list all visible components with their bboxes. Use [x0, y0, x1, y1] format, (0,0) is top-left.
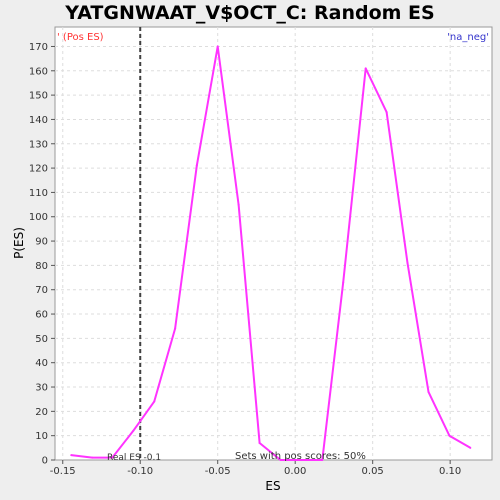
data-point — [279, 459, 282, 461]
data-point — [406, 261, 409, 264]
y-tick-label: 120 — [29, 164, 48, 175]
data-point — [195, 164, 198, 167]
data-point — [469, 446, 472, 449]
data-point — [427, 390, 430, 393]
y-tick-label: 80 — [35, 261, 48, 272]
y-tick-label: 60 — [35, 310, 48, 321]
plot-area — [54, 26, 493, 461]
series-group — [70, 45, 472, 461]
y-axis-label: P(ES) — [12, 227, 26, 259]
data-point — [342, 281, 345, 284]
data-point — [132, 429, 135, 432]
y-tick-label: 170 — [29, 42, 48, 53]
data-point — [237, 203, 240, 206]
neg-es-label: 'na_neg' — [447, 32, 489, 43]
y-axis-ticks: 0 10 20 30 40 50 60 70 80 90 100 110 120 130 140 150 160… — [29, 42, 55, 467]
x-axis-ticks: -0.15 -0.10 -0.05 0.00 0.05 0.10 — [50, 460, 461, 477]
y-tick-label: 40 — [35, 358, 48, 369]
data-point — [364, 67, 367, 70]
y-tick-label: 10 — [35, 431, 48, 442]
data-point — [70, 454, 73, 457]
data-point — [321, 459, 324, 461]
x-tick-label: -0.05 — [205, 466, 231, 477]
y-tick-label: 50 — [35, 334, 48, 345]
y-tick-label: 0 — [42, 456, 48, 467]
x-tick-label: 0.10 — [439, 466, 461, 477]
y-tick-label: 130 — [29, 139, 48, 150]
data-point — [91, 456, 94, 459]
real-es-label: Real ES -0.1 — [107, 453, 161, 463]
y-tick-label: 100 — [29, 212, 48, 223]
data-point — [153, 400, 156, 403]
y-tick-label: 140 — [29, 115, 48, 126]
data-point — [258, 441, 261, 444]
y-tick-label: 30 — [35, 383, 48, 394]
grid-lines — [55, 27, 492, 460]
series-line — [71, 45, 471, 461]
y-tick-label: 20 — [35, 407, 48, 418]
data-point — [111, 456, 114, 459]
data-point — [174, 327, 177, 330]
data-point — [448, 434, 451, 437]
pos-es-label: ' (Pos ES) — [57, 32, 104, 43]
x-tick-label: -0.10 — [127, 466, 153, 477]
x-tick-label: 0.00 — [284, 466, 306, 477]
y-tick-label: 90 — [35, 237, 48, 248]
y-tick-label: 70 — [35, 285, 48, 296]
data-point — [385, 111, 388, 114]
data-point — [216, 45, 219, 48]
x-tick-label: 0.05 — [362, 466, 384, 477]
y-tick-label: 160 — [29, 66, 48, 77]
x-axis-label: ES — [265, 479, 280, 493]
footer-label: Sets with pos scores: 50% — [235, 451, 366, 462]
y-tick-label: 110 — [29, 188, 48, 199]
data-point — [300, 459, 303, 461]
y-tick-label: 150 — [29, 91, 48, 102]
x-tick-label: -0.15 — [50, 466, 76, 477]
